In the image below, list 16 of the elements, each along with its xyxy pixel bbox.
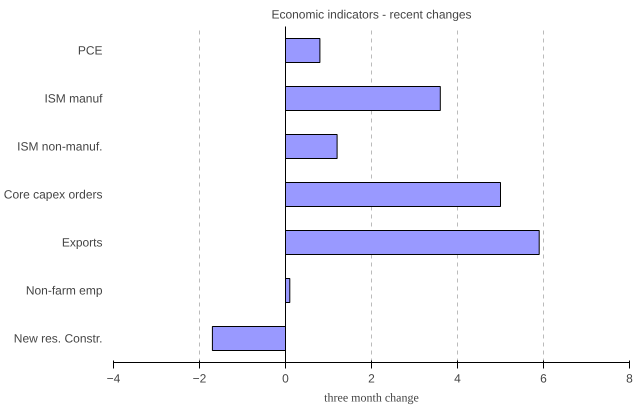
x-tick-label: −4 (106, 372, 121, 386)
chart-title: Economic indicators - recent changes (271, 8, 472, 22)
x-tick-label: 8 (626, 372, 634, 386)
x-tick-label: 6 (540, 372, 548, 386)
y-tick-label: Core capex orders (4, 188, 103, 202)
y-tick-label: Exports (62, 236, 103, 250)
x-tick-label: −2 (192, 372, 207, 386)
y-tick-label: ISM manuf (44, 92, 104, 106)
x-tick-label: 0 (282, 372, 290, 386)
x-tick-label: 4 (454, 372, 462, 386)
x-tick-label: 2 (368, 372, 376, 386)
y-tick-label: Non-farm emp (26, 284, 103, 298)
y-tick-label: New res. Constr. (14, 332, 103, 346)
x-axis-title: three month change (324, 390, 419, 404)
y-tick-label: ISM non-manuf. (17, 140, 103, 154)
y-tick-label: PCE (78, 44, 103, 58)
